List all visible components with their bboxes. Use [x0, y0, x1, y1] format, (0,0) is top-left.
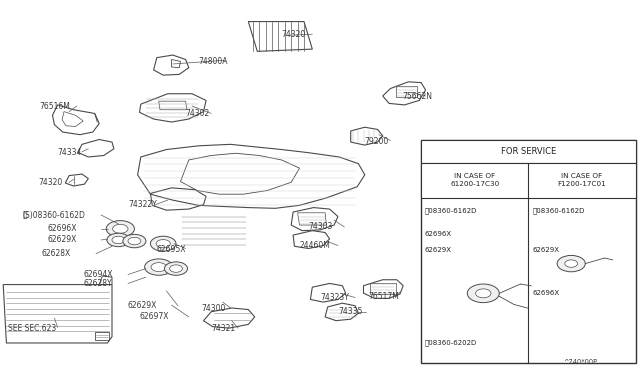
Circle shape — [170, 265, 182, 272]
Text: 62629X: 62629X — [128, 301, 157, 310]
Circle shape — [467, 284, 499, 303]
Circle shape — [128, 237, 141, 245]
Text: 24460M: 24460M — [300, 241, 330, 250]
Circle shape — [145, 259, 173, 275]
Circle shape — [112, 236, 125, 244]
Text: Ⓢ: Ⓢ — [22, 211, 27, 219]
Text: 74323Y: 74323Y — [320, 293, 349, 302]
Text: Ⓢ08360-6202D: Ⓢ08360-6202D — [425, 340, 477, 346]
Text: 62696X: 62696X — [48, 224, 77, 233]
Text: 62696X: 62696X — [425, 231, 452, 237]
Text: 62629X: 62629X — [425, 247, 452, 253]
Circle shape — [123, 234, 146, 248]
Text: 74320: 74320 — [282, 30, 306, 39]
Text: Ⓢ08360-6162D: Ⓢ08360-6162D — [532, 208, 584, 214]
Text: 62629X: 62629X — [532, 247, 559, 253]
Polygon shape — [3, 285, 112, 343]
Text: IN CASE OF
61200-17C30: IN CASE OF 61200-17C30 — [450, 173, 499, 187]
Text: 76517M: 76517M — [368, 292, 399, 301]
Text: 74300: 74300 — [202, 304, 226, 312]
Text: 62694X: 62694X — [83, 270, 113, 279]
Circle shape — [150, 236, 176, 251]
Circle shape — [107, 233, 130, 247]
Text: 74320: 74320 — [38, 178, 63, 187]
Text: 74303: 74303 — [308, 222, 333, 231]
Circle shape — [557, 256, 586, 272]
Text: 62695X: 62695X — [157, 245, 186, 254]
Bar — [421, 140, 636, 363]
Text: 74321: 74321 — [211, 324, 236, 333]
Text: SEE SEC.623: SEE SEC.623 — [8, 324, 56, 333]
Text: 74322Y: 74322Y — [128, 200, 157, 209]
Circle shape — [156, 240, 170, 248]
Circle shape — [151, 263, 166, 272]
Text: 62628X: 62628X — [42, 249, 71, 258]
Circle shape — [565, 260, 578, 267]
Text: IN CASE OF
F1200-17C01: IN CASE OF F1200-17C01 — [557, 173, 606, 187]
Text: 74335: 74335 — [338, 307, 362, 316]
Text: 75662N: 75662N — [402, 92, 432, 101]
Text: 62629X: 62629X — [48, 235, 77, 244]
Text: 74334: 74334 — [58, 148, 82, 157]
Circle shape — [476, 289, 491, 298]
Bar — [421, 163, 636, 198]
Text: 62696X: 62696X — [532, 290, 559, 296]
Text: 62697X: 62697X — [140, 312, 169, 321]
Circle shape — [164, 262, 188, 275]
Text: ^740*00P: ^740*00P — [563, 359, 597, 365]
Text: FOR SERVICE: FOR SERVICE — [500, 147, 556, 156]
Circle shape — [106, 221, 134, 237]
Text: 79200: 79200 — [365, 137, 389, 146]
Text: 62628Y: 62628Y — [83, 279, 112, 288]
Text: 76516M: 76516M — [40, 102, 70, 110]
Bar — [421, 140, 636, 163]
Circle shape — [113, 224, 128, 233]
Text: 74800A: 74800A — [198, 57, 228, 66]
Text: (S)08360-6162D: (S)08360-6162D — [22, 211, 85, 220]
Text: Ⓢ08360-6162D: Ⓢ08360-6162D — [425, 208, 477, 214]
Text: 74302: 74302 — [186, 109, 210, 118]
